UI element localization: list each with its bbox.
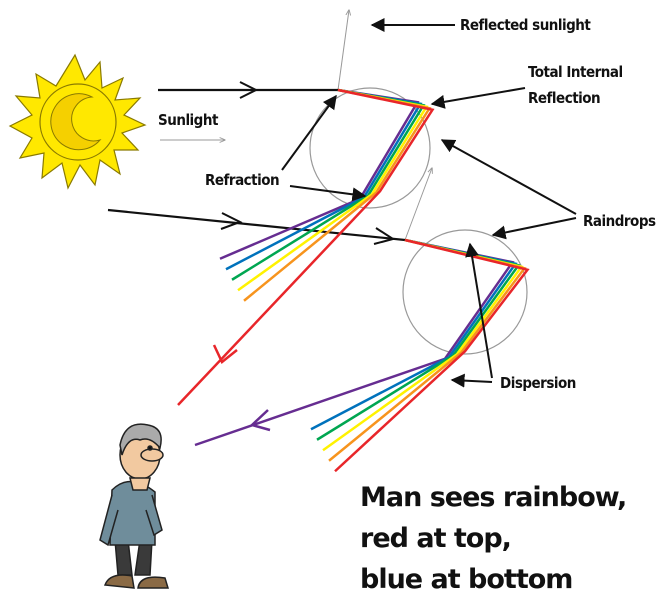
ray-arrow — [220, 212, 396, 245]
caption: red at top, — [360, 523, 511, 554]
pointer-arrows — [281, 18, 577, 388]
label: Raindrops — [583, 212, 656, 230]
caption: Man sees rainbow, — [360, 482, 626, 513]
label: Reflection — [528, 89, 600, 107]
ray-arrow — [239, 81, 259, 99]
reflected-ray — [337, 10, 349, 91]
light-ray — [177, 88, 435, 406]
label: Refraction — [205, 171, 279, 189]
raindrop — [402, 229, 528, 355]
label: Total Internal — [528, 63, 623, 81]
light-ray — [237, 88, 429, 292]
sun — [8, 53, 147, 190]
light-ray — [334, 238, 530, 473]
raindrop — [309, 87, 431, 209]
label: Reflected sunlight — [460, 16, 591, 34]
light-ray — [249, 409, 271, 432]
spectrum — [177, 88, 530, 473]
man — [99, 423, 170, 589]
label: Dispersion — [500, 374, 576, 392]
light-ray — [212, 344, 238, 364]
sun-ray — [107, 208, 406, 242]
label: Sunlight — [158, 111, 219, 129]
caption: blue at bottom — [360, 564, 572, 595]
reflected-ray — [404, 168, 432, 241]
light-ray — [243, 88, 432, 302]
light-ray — [328, 238, 527, 462]
